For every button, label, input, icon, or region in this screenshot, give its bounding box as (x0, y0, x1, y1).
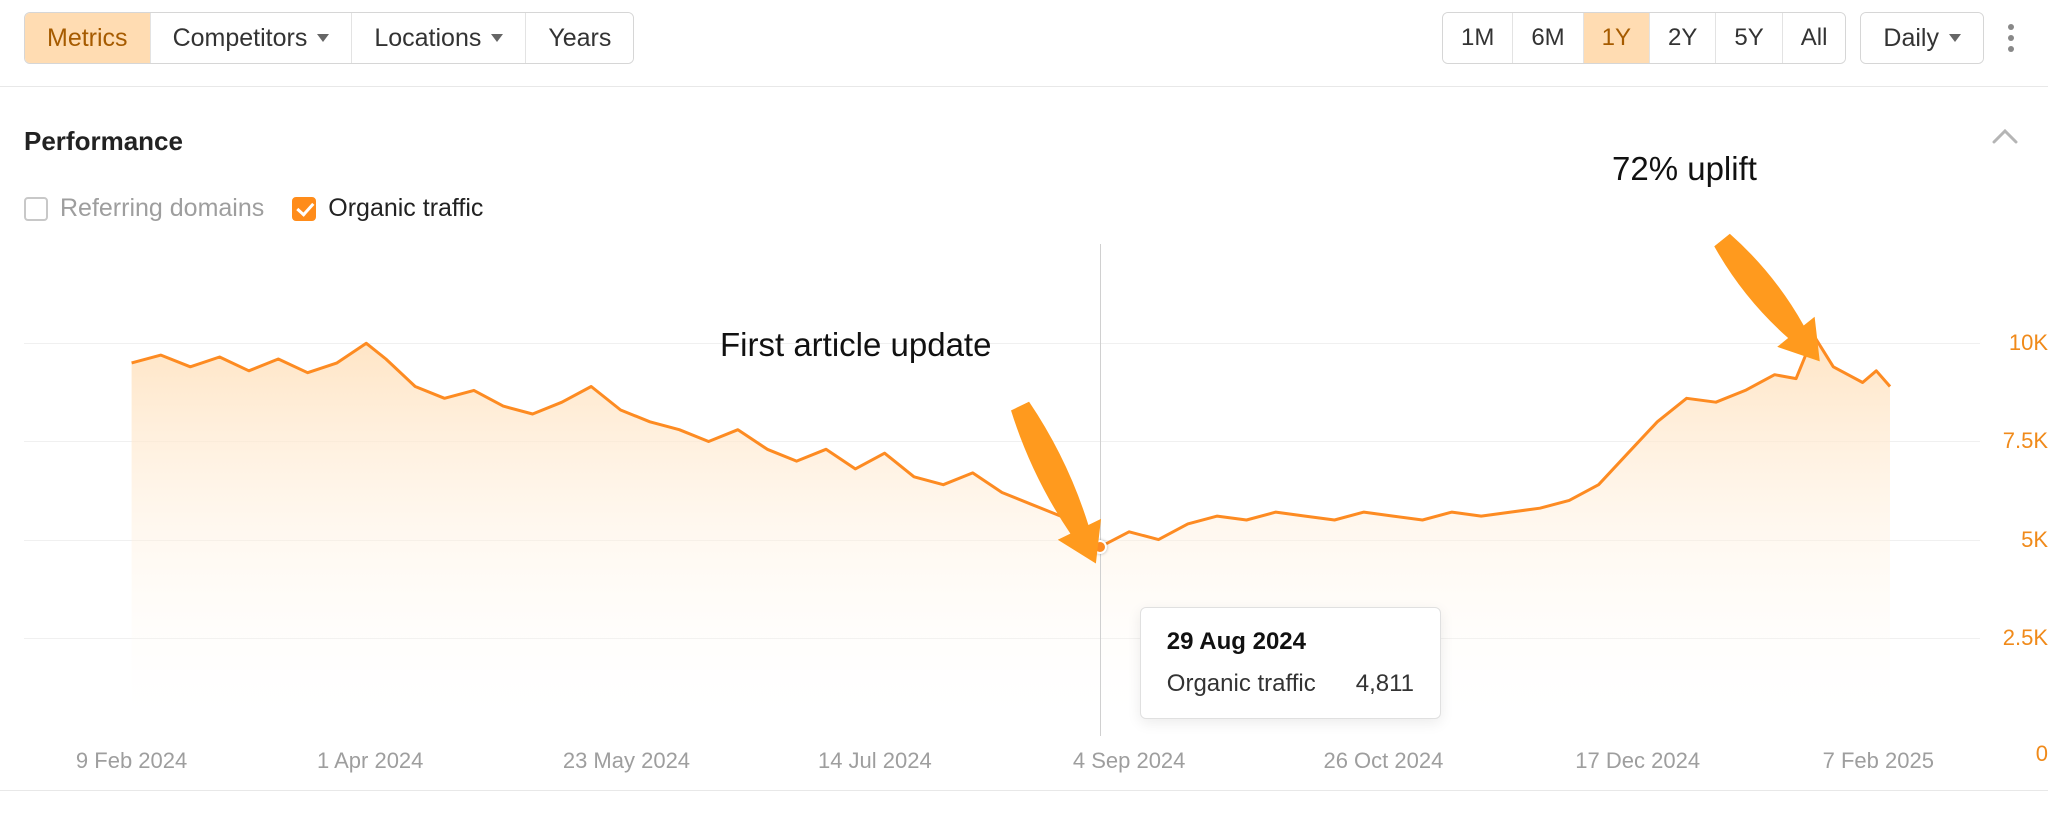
chevron-down-icon (491, 34, 503, 42)
x-tick-label: 17 Dec 2024 (1575, 748, 1700, 774)
legend-item-referring-domains[interactable]: Referring domains (24, 194, 264, 223)
section-title: Performance (24, 126, 183, 157)
tab-label: Years (548, 24, 611, 53)
hover-data-point (1093, 540, 1107, 554)
tab-group: Metrics Competitors Locations Years (24, 12, 634, 64)
annotation-uplift-text: 72% uplift (1612, 150, 1757, 188)
tab-label: Locations (374, 24, 481, 53)
x-tick-label: 26 Oct 2024 (1323, 748, 1443, 774)
tooltip-metric-value: 4,811 (1356, 670, 1414, 698)
chart-area (24, 304, 1980, 736)
range-all[interactable]: All (1783, 13, 1846, 63)
granularity-group: Daily (1860, 12, 1984, 64)
toolbar: Metrics Competitors Locations Years 1M6M1Y2… (24, 10, 2024, 66)
y-tick-label: 7.5K (2003, 428, 2048, 454)
divider (0, 86, 2048, 87)
y-tick-label: 10K (2009, 330, 2048, 356)
divider (0, 790, 2048, 791)
tooltip-date: 29 Aug 2024 (1167, 628, 1414, 656)
date-range-group: 1M6M1Y2Y5YAll (1442, 12, 1846, 64)
range-1m[interactable]: 1M (1443, 13, 1513, 63)
x-tick-label: 9 Feb 2024 (76, 748, 187, 774)
x-tick-label: 7 Feb 2025 (1823, 748, 1934, 774)
hover-guide-line (1100, 244, 1101, 736)
tooltip-metric-label: Organic traffic (1167, 670, 1316, 698)
collapse-section-button[interactable] (1992, 128, 2018, 151)
legend-item-organic-traffic[interactable]: Organic traffic (292, 194, 483, 223)
range-2y[interactable]: 2Y (1650, 13, 1716, 63)
tab-competitors[interactable]: Competitors (151, 13, 353, 63)
range-6m[interactable]: 6M (1513, 13, 1583, 63)
range-1y[interactable]: 1Y (1584, 13, 1650, 63)
range-5y[interactable]: 5Y (1716, 13, 1782, 63)
x-axis-labels: 9 Feb 2024 1 Apr 2024 23 May 2024 14 Jul 20… (24, 746, 1980, 776)
tab-years[interactable]: Years (526, 13, 633, 63)
y-tick-label: 5K (2021, 527, 2048, 553)
tab-label: Competitors (173, 24, 308, 53)
x-tick-label: 1 Apr 2024 (317, 748, 423, 774)
chart-tooltip: 29 Aug 2024 Organic traffic 4,811 (1140, 607, 1441, 719)
tab-locations[interactable]: Locations (352, 13, 526, 63)
checkbox-icon (24, 197, 48, 221)
y-tick-label: 0 (2036, 741, 2048, 767)
y-tick-label: 2.5K (2003, 625, 2048, 651)
toolbar-right: 1M6M1Y2Y5YAll Daily (1442, 12, 2024, 64)
tab-metrics[interactable]: Metrics (25, 13, 151, 63)
more-options-button[interactable] (1998, 18, 2024, 58)
x-tick-label: 14 Jul 2024 (818, 748, 932, 774)
legend: Referring domains Organic traffic (24, 194, 483, 223)
checkbox-icon (292, 197, 316, 221)
legend-label: Organic traffic (328, 194, 483, 223)
granularity-dropdown[interactable]: Daily (1861, 13, 1983, 63)
traffic-chart: 2.5K5K7.5K10K0 (24, 304, 1980, 736)
granularity-label: Daily (1883, 24, 1939, 53)
chevron-down-icon (1949, 34, 1961, 42)
x-tick-label: 4 Sep 2024 (1073, 748, 1186, 774)
chevron-down-icon (317, 34, 329, 42)
tab-label: Metrics (47, 24, 128, 53)
x-tick-label: 23 May 2024 (563, 748, 690, 774)
legend-label: Referring domains (60, 194, 264, 223)
